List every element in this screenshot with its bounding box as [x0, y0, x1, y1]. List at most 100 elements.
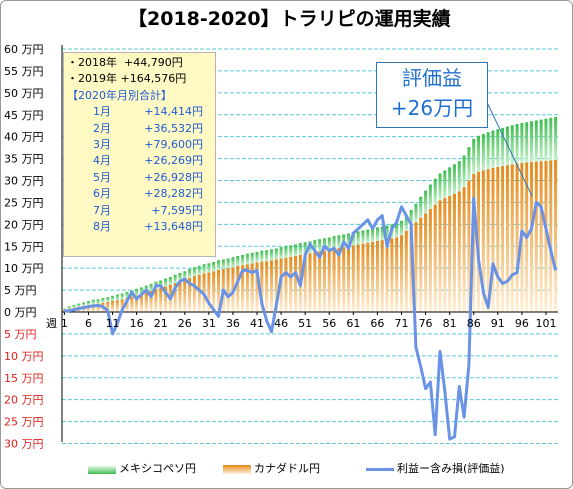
- cad-bar: [332, 248, 336, 312]
- legend-mxn: メキシコペソ円: [88, 460, 196, 476]
- legend-cad-swatch: [223, 464, 251, 474]
- monthly-item-value: +14,414円: [144, 105, 203, 119]
- cad-bar: [462, 187, 466, 312]
- x-tick-label: 51: [298, 317, 312, 330]
- monthly-item-month: 4月: [93, 154, 111, 168]
- mxn-bar: [173, 274, 177, 284]
- monthly-item-value: +36,532円: [144, 121, 203, 135]
- callout-label: 評価益: [402, 66, 462, 90]
- x-tick-label: 36: [226, 317, 240, 330]
- x-tick-label: 6: [85, 317, 92, 330]
- cad-bar: [534, 161, 538, 312]
- cad-bar: [486, 169, 490, 312]
- mxn-bar: [226, 258, 230, 269]
- mxn-bar: [62, 308, 66, 310]
- x-axis-label: 週: [46, 317, 57, 330]
- cad-bar: [144, 292, 148, 312]
- cad-bar: [265, 261, 269, 312]
- legend-cad: カナダドル円: [223, 460, 320, 476]
- monthly-item-value: +7,595円: [151, 203, 203, 217]
- cad-bar: [120, 299, 124, 312]
- monthly-item: 6月 +28,282円: [67, 186, 212, 202]
- monthly-item-value: +79,600円: [144, 138, 203, 152]
- mxn-bar: [356, 231, 360, 245]
- x-tick-label: 26: [178, 317, 192, 330]
- cad-bar: [356, 244, 360, 312]
- mxn-bar: [212, 262, 216, 272]
- mxn-bar: [279, 247, 283, 259]
- y-tick-label: 15 万円: [4, 240, 44, 253]
- cad-bar: [236, 265, 240, 312]
- cad-bar: [380, 240, 384, 312]
- x-tick-label: 11: [106, 317, 120, 330]
- mxn-bar: [448, 167, 452, 196]
- monthly-heading: 【2020年月別合計】: [67, 88, 172, 102]
- cad-bar: [549, 160, 553, 312]
- x-tick-label: 76: [419, 317, 433, 330]
- mxn-bar: [404, 215, 408, 231]
- mxn-bar: [375, 227, 379, 241]
- mxn-bar: [265, 250, 269, 262]
- cad-bar: [250, 263, 254, 312]
- y-tick-label: 20 万円: [4, 394, 44, 407]
- mxn-bar: [400, 220, 403, 236]
- cad-bar: [241, 265, 245, 312]
- cad-bar: [308, 253, 312, 312]
- mxn-bar: [178, 272, 182, 282]
- cad-bar: [467, 180, 471, 312]
- mxn-bar: [274, 248, 278, 260]
- monthly-item: 5月 +26,928円: [67, 170, 212, 186]
- mxn-bar: [82, 302, 86, 306]
- cad-bar: [130, 296, 134, 312]
- mxn-bar: [477, 135, 481, 172]
- legend-mxn-swatch: [88, 464, 116, 474]
- mxn-bar: [86, 301, 90, 305]
- callout-value: +26万円: [390, 96, 474, 120]
- mxn-bar: [467, 147, 471, 181]
- mxn-bar: [111, 295, 115, 302]
- mxn-bar: [96, 299, 100, 304]
- mxn-bar: [409, 209, 413, 227]
- mxn-bar: [395, 223, 399, 238]
- mxn-bar: [91, 299, 95, 305]
- mxn-bar: [255, 251, 259, 263]
- mxn-bar: [322, 238, 326, 251]
- monthly-item: 4月 +26,269円: [67, 153, 212, 169]
- mxn-bar: [289, 245, 293, 257]
- mxn-bar: [318, 239, 322, 252]
- cad-bar: [173, 283, 177, 312]
- cad-bar: [496, 166, 500, 312]
- cad-bar: [96, 303, 100, 312]
- y-tick-label: 5 万円: [4, 328, 37, 341]
- cad-bar: [125, 297, 129, 312]
- cad-bar: [414, 222, 418, 312]
- cad-bar: [409, 226, 413, 312]
- cad-bar: [347, 246, 351, 312]
- monthly-item-value: +26,269円: [144, 154, 203, 168]
- mxn-bar: [298, 243, 302, 256]
- x-tick-label: 16: [130, 317, 144, 330]
- cad-bar: [91, 304, 95, 312]
- monthly-item: 3月 +79,600円: [67, 137, 212, 153]
- mxn-bar: [207, 263, 211, 273]
- mxn-bar: [510, 125, 514, 165]
- cad-bar: [443, 198, 447, 312]
- cad-bar: [212, 271, 216, 312]
- cad-bar: [448, 195, 452, 312]
- line-series: [64, 196, 558, 441]
- y-tick-label: 5 万円: [4, 284, 37, 297]
- y-tick-label: 50 万円: [4, 87, 44, 100]
- cad-bar: [375, 240, 379, 312]
- cad-bar: [544, 160, 548, 312]
- mxn-bar: [221, 259, 225, 270]
- mxn-bar: [125, 291, 129, 298]
- monthly-item-month: 1月: [93, 105, 111, 119]
- cad-bar: [371, 241, 375, 312]
- cad-bar: [428, 208, 432, 312]
- mxn-bar: [303, 242, 307, 255]
- y-tick-label: 0 万円: [4, 306, 37, 319]
- cad-bar: [274, 259, 278, 312]
- mxn-bar: [496, 129, 500, 167]
- mxn-bar: [419, 196, 423, 218]
